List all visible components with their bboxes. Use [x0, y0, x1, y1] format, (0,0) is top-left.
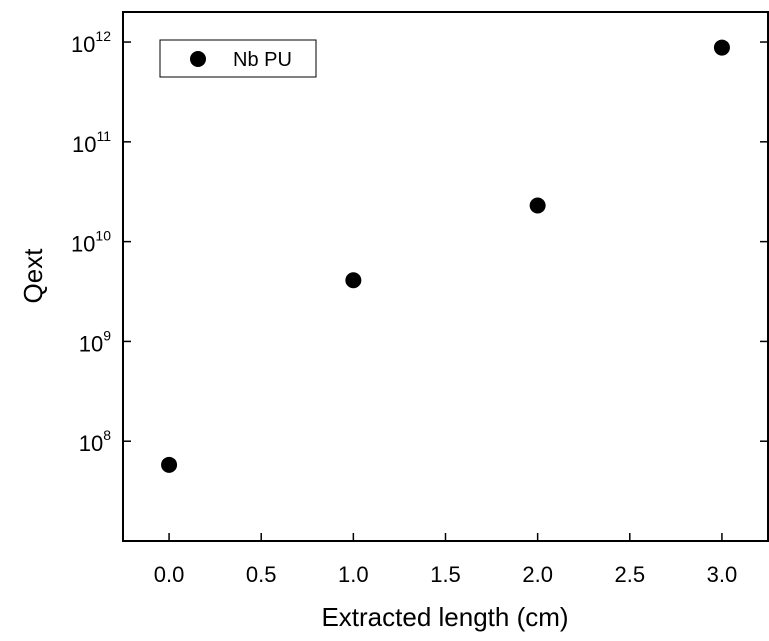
data-points [161, 39, 730, 473]
y-axis-ticks: 108 109 1010 1011 1012 [71, 28, 768, 456]
x-tick-label: 2.0 [522, 562, 553, 587]
y-tick-label: 1011 [72, 128, 111, 157]
x-tick-label: 0.5 [246, 562, 277, 587]
y-tick-label: 109 [79, 327, 111, 356]
legend-box [159, 39, 317, 78]
legend: Nb PU [159, 39, 317, 78]
legend-marker [190, 51, 206, 67]
x-axis-ticks: 0.0 0.5 1.0 1.5 2.0 2.5 3.0 [154, 533, 737, 587]
y-axis-title: Qext [18, 248, 48, 304]
plot-frame [122, 11, 769, 542]
y-tick-label: 108 [79, 427, 111, 456]
data-point [529, 197, 546, 214]
x-tick-label: 1.5 [430, 562, 461, 587]
x-tick-label: 2.5 [614, 562, 645, 587]
y-tick-label: 1010 [71, 228, 111, 257]
x-tick-label: 1.0 [338, 562, 369, 587]
data-point [345, 272, 362, 289]
x-tick-label: 0.0 [154, 562, 185, 587]
data-point [713, 39, 730, 56]
legend-label: Nb PU [233, 49, 292, 71]
x-tick-label: 3.0 [707, 562, 738, 587]
y-tick-label: 1012 [71, 28, 111, 57]
x-axis-title: Extracted length (cm) [321, 602, 568, 632]
data-point [161, 456, 178, 473]
